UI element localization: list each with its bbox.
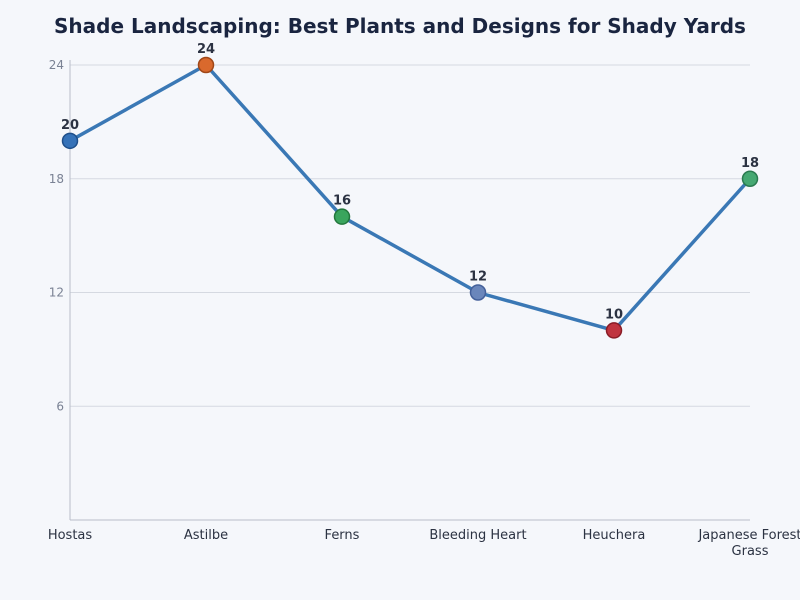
x-tick-label: Hostas [48,528,93,543]
data-point-marker [61,132,79,150]
x-tick-label: Japanese Forest Grass [697,528,800,559]
data-label: 16 [333,194,351,209]
data-point-marker [741,170,759,187]
data-label: 12 [469,270,487,285]
data-point-marker [197,56,215,74]
data-label: 24 [197,42,215,57]
x-tick-label: Astilbe [184,528,228,543]
y-tick-label: 24 [49,58,64,72]
x-tick-label: Bleeding Heart [429,528,526,543]
data-point-marker [605,322,623,339]
x-tick-label: Ferns [325,528,360,543]
y-tick-label: 6 [56,399,64,413]
chart-title: Shade Landscaping: Best Plants and Desig… [54,14,746,38]
data-label: 20 [61,118,79,133]
data-label: 10 [605,307,623,322]
x-tick-label: Heuchera [583,528,646,543]
data-label: 18 [741,156,759,171]
y-tick-label: 18 [49,172,64,186]
y-tick-label: 12 [49,286,64,300]
data-point-marker [333,208,351,225]
series-line [68,63,752,333]
data-point-marker [469,284,487,301]
